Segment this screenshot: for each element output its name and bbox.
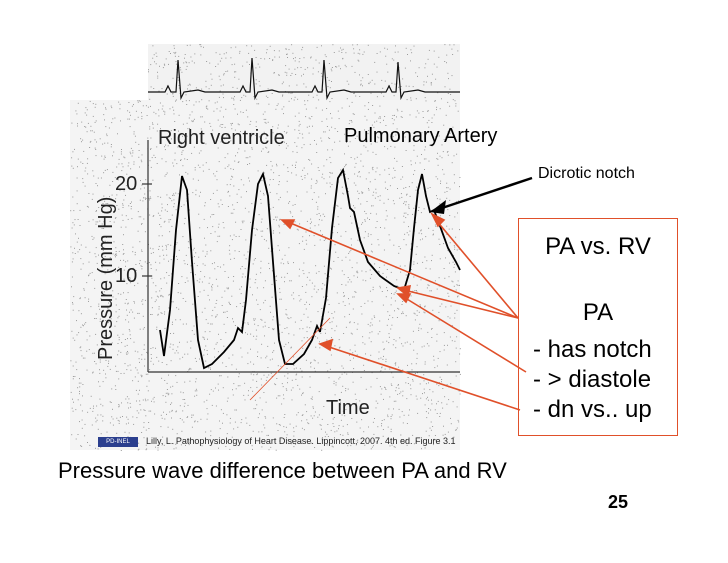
arrow-to-rv-peak [287, 221, 519, 319]
citation: PD-INEL Lilly, L. Pathophysiology of Hear… [98, 436, 456, 447]
notch-pointer-arrow [435, 176, 533, 212]
pa-vs-rv-callout-box: PA vs. RV PA - has notch - > diastole - … [518, 218, 678, 436]
citation-text: Lilly, L. Pathophysiology of Heart Disea… [146, 436, 456, 446]
arrow-to-pa-trough-head [396, 293, 412, 304]
dicrotic-notch-label: Dicrotic notch [538, 165, 635, 182]
callout-item: - has notch [533, 336, 652, 363]
annotation-arrows [249, 212, 527, 411]
callout-item: - dn vs.. up [533, 396, 652, 423]
scan-noise [70, 44, 461, 451]
y-axis-label: Pressure (mm Hg) [95, 197, 117, 360]
thin-guide-line [249, 317, 331, 401]
x-axis-label: Time [326, 397, 370, 419]
notch-pointer-arrowhead [430, 200, 446, 214]
callout-subtitle: PA [582, 299, 614, 326]
arrow-to-rv-upstroke-head [318, 338, 334, 352]
callout-item: - > diastole [533, 366, 652, 393]
callout-title: PA vs. RV [545, 233, 651, 260]
slide-caption: Pressure wave difference between PA and … [58, 458, 507, 483]
rv-pressure-trace [159, 171, 321, 370]
license-badge: PD-INEL [98, 436, 138, 447]
pulmonary-artery-label: Pulmonary Artery [344, 125, 497, 147]
y-tick-20: 20 [115, 173, 137, 195]
arrow-to-pa-trough [401, 295, 527, 373]
rv-title: Right ventricle [158, 127, 285, 149]
slide-number: 25 [608, 492, 629, 512]
arrow-to-rv-peak-head [280, 219, 296, 230]
arrow-to-notch-head [430, 212, 446, 228]
arrow-to-rv-upstroke [325, 345, 521, 411]
arrow-to-notch [435, 219, 519, 319]
arrow-to-pa-diastole [403, 289, 519, 319]
y-tick-10: 10 [115, 265, 137, 287]
ecg-trace [148, 57, 460, 101]
callout-list: - has notch - > diastole - dn vs.. up [533, 335, 652, 425]
